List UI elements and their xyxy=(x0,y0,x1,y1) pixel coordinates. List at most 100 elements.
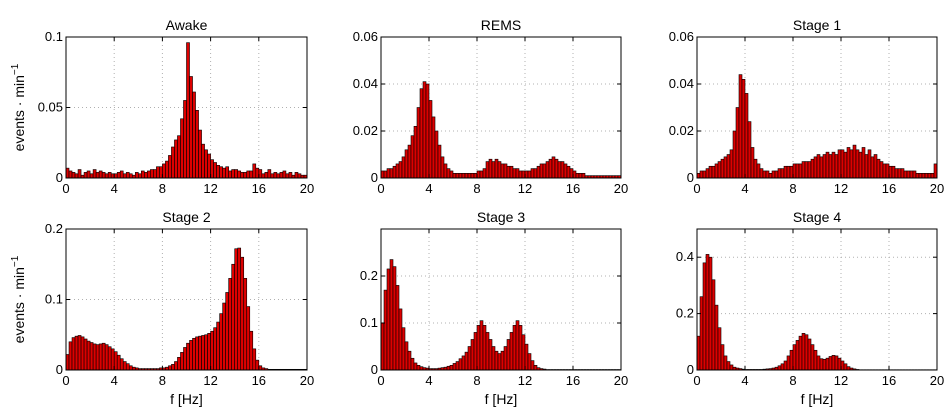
panel-2: 0 4 8 12 16 20 0 0.02 0.04 0.06 REMS xyxy=(353,17,629,196)
histogram-bar xyxy=(183,100,187,179)
x-tick-label: 16 xyxy=(882,373,896,388)
x-tick-label: 4 xyxy=(741,373,748,388)
x-tick-label: 20 xyxy=(614,181,628,196)
histogram-bar xyxy=(294,172,299,179)
y-tick-label: 0.4 xyxy=(676,249,694,264)
histogram-bar xyxy=(422,81,427,179)
panel-title: REMS xyxy=(481,17,521,33)
histogram-bar xyxy=(846,366,851,371)
histogram-bar xyxy=(536,165,541,179)
histogram-bar xyxy=(467,173,472,179)
x-tick-label: 20 xyxy=(930,181,944,196)
histogram-bar xyxy=(768,173,773,179)
histogram-bar xyxy=(104,173,109,179)
x-tick-label: 0 xyxy=(377,373,384,388)
histogram-bar xyxy=(551,156,556,179)
histogram-bar xyxy=(750,147,755,179)
x-tick-label: 4 xyxy=(425,181,432,196)
histogram-bar xyxy=(125,363,130,371)
y-tick-label: 0.05 xyxy=(38,100,63,115)
y-tick-label: 0 xyxy=(687,362,694,377)
histogram-bar xyxy=(509,332,514,371)
histogram-bar xyxy=(825,357,830,371)
histogram-bar xyxy=(410,135,415,179)
histogram-bar xyxy=(894,168,899,179)
histogram-bar xyxy=(807,338,812,371)
histogram-bar xyxy=(383,289,388,371)
histogram-bar xyxy=(225,292,229,371)
x-tick-label: 0 xyxy=(377,181,384,196)
histogram-bar xyxy=(464,173,469,179)
histogram-bar xyxy=(168,155,172,179)
histogram-bar xyxy=(912,170,917,179)
histogram-bar xyxy=(891,165,896,179)
histogram-bar xyxy=(482,325,487,371)
histogram-bar xyxy=(840,149,845,179)
histogram-bar xyxy=(261,173,266,179)
histogram-bar xyxy=(443,163,448,179)
x-tick-label: 16 xyxy=(566,181,580,196)
histogram-bar xyxy=(810,158,815,179)
histogram-bar xyxy=(74,335,79,371)
histogram-bar xyxy=(389,259,394,371)
histogram-bar xyxy=(231,263,235,371)
histogram-bar xyxy=(711,165,716,179)
histogram-bar xyxy=(804,334,809,371)
histogram-bar xyxy=(419,88,424,179)
bars xyxy=(65,247,308,371)
histogram-bar xyxy=(503,346,508,371)
histogram-bar xyxy=(156,166,160,179)
histogram-bar xyxy=(177,135,181,179)
histogram-bar xyxy=(720,158,725,179)
histogram-bar xyxy=(243,172,248,179)
histogram-bar xyxy=(134,172,139,179)
histogram-bar xyxy=(882,163,887,179)
histogram-bar xyxy=(798,335,803,371)
histogram-bar xyxy=(834,154,839,179)
histogram-bar xyxy=(449,364,454,371)
y-tick-label: 0.04 xyxy=(353,76,378,91)
bars xyxy=(380,259,622,371)
axes-box xyxy=(696,36,938,179)
histogram-bar xyxy=(518,170,523,179)
histogram-bar xyxy=(485,332,490,371)
histogram-bar xyxy=(288,172,293,179)
histogram-bar xyxy=(765,170,770,179)
histogram-bar xyxy=(759,168,764,179)
histogram-bar xyxy=(177,357,181,371)
histogram-bar xyxy=(398,308,403,371)
histogram-bar xyxy=(138,173,142,179)
histogram-bar xyxy=(506,165,511,179)
histogram-bar xyxy=(128,365,133,371)
histogram-bar xyxy=(192,337,196,371)
histogram-bar xyxy=(243,278,248,371)
histogram-bar xyxy=(401,327,406,371)
histogram-bar xyxy=(918,173,923,179)
histogram-bar xyxy=(521,334,526,371)
panel-title: Awake xyxy=(166,17,208,33)
histogram-bar xyxy=(198,335,202,371)
histogram-bar xyxy=(738,74,743,179)
histogram-bar xyxy=(515,168,520,179)
y-tick-label: 0.06 xyxy=(669,29,694,44)
histogram-bar xyxy=(383,170,388,179)
histogram-bar xyxy=(720,344,725,371)
histogram-bar xyxy=(843,363,848,371)
histogram-bar xyxy=(95,172,100,179)
histogram-bar xyxy=(282,170,287,179)
histogram-bar xyxy=(186,42,190,179)
histogram-bar xyxy=(234,169,239,179)
histogram-bar xyxy=(267,169,272,179)
histogram-bar xyxy=(141,170,145,179)
histogram-bar xyxy=(407,350,412,371)
histogram-bar xyxy=(228,170,232,179)
histogram-bar xyxy=(107,172,112,179)
histogram-bar xyxy=(542,163,547,179)
histogram-bar xyxy=(174,361,178,371)
histogram-bar xyxy=(897,168,902,179)
y-tick-label: 0 xyxy=(56,170,63,185)
histogram-bar xyxy=(279,172,284,179)
histogram-bar xyxy=(744,93,749,179)
histogram-bar xyxy=(777,168,782,179)
histogram-bar xyxy=(870,156,875,179)
